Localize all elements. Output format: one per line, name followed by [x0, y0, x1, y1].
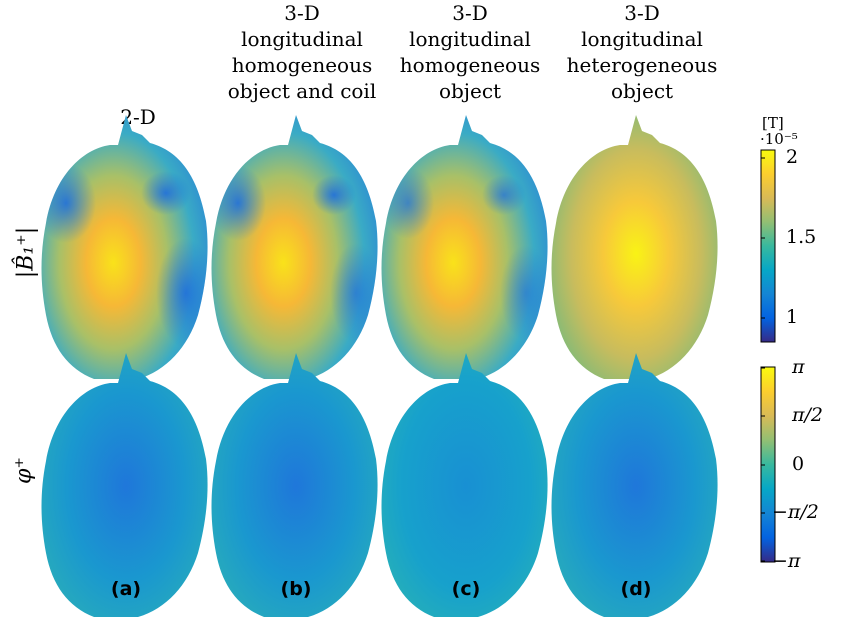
- magnitude-map-a: [41, 115, 208, 379]
- column-title-c: 3-D longitudinal homogeneous object: [380, 0, 560, 104]
- column-title-c-line-2: longitudinal: [409, 27, 531, 51]
- colorbar-magnitude: [760, 149, 776, 343]
- colorbar-phase-label-neg-pi-half: −π/2: [772, 501, 819, 523]
- colorbar-phase-label-neg-pi: −π: [772, 550, 801, 572]
- colorbar-phase-label-pi: π: [792, 356, 805, 378]
- colorbar-phase-label-zero: 0: [792, 453, 805, 475]
- column-title-b-line-2: longitudinal: [241, 27, 363, 51]
- magnitude-map-b: [211, 115, 378, 379]
- column-title-b: 3-D longitudinal homogeneous object and …: [212, 0, 392, 104]
- column-title-c-line-4: object: [438, 79, 502, 103]
- magnitude-map-c: [381, 115, 548, 379]
- column-title-b-line-4: object and coil: [227, 79, 377, 103]
- column-title-d-line-2: longitudinal: [581, 27, 703, 51]
- colorbar-magnitude-label-2: 2: [786, 146, 799, 168]
- panel-label-b: (b): [280, 578, 312, 600]
- column-title-b-line-3: homogeneous: [231, 53, 373, 77]
- colorbar-magnitude-label-1-5: 1.5: [786, 226, 817, 248]
- column-title-d: 3-D longitudinal heterogeneous object: [552, 0, 732, 104]
- colorbar-phase-label-pi-half: π/2: [792, 404, 823, 426]
- column-title-c-line-3: homogeneous: [399, 53, 541, 77]
- colorbar-phase: [760, 366, 776, 563]
- colorbar-magnitude-unit: [T]: [762, 114, 784, 132]
- column-title-c-line-1: 3-D: [452, 1, 488, 25]
- panel-label-c: (c): [451, 578, 481, 600]
- panel-label-d: (d): [620, 578, 652, 600]
- column-title-d-line-1: 3-D: [624, 1, 660, 25]
- colorbar-magnitude-label-1: 1: [786, 306, 799, 328]
- column-title-d-line-4: object: [610, 79, 674, 103]
- colorbar-magnitude-scale: ·10⁻⁵: [760, 130, 798, 148]
- magnitude-map-d: [551, 115, 718, 379]
- panel-label-a: (a): [110, 578, 142, 600]
- column-title-d-line-3: heterogeneous: [566, 53, 718, 77]
- column-title-b-line-1: 3-D: [284, 1, 320, 25]
